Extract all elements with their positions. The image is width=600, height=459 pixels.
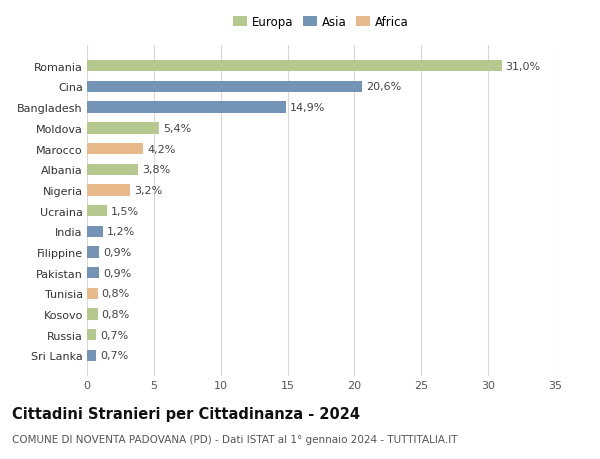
Text: 31,0%: 31,0% [506,62,541,72]
Text: 3,2%: 3,2% [134,185,162,196]
Legend: Europa, Asia, Africa: Europa, Asia, Africa [231,14,411,32]
Text: 0,8%: 0,8% [102,289,130,299]
Text: 14,9%: 14,9% [290,103,326,113]
Text: 4,2%: 4,2% [147,144,176,154]
Bar [87,309,98,320]
Text: Cittadini Stranieri per Cittadinanza - 2024: Cittadini Stranieri per Cittadinanza - 2… [12,406,360,421]
Bar [87,206,107,217]
Bar [87,247,99,258]
Bar [87,330,97,341]
Text: COMUNE DI NOVENTA PADOVANA (PD) - Dati ISTAT al 1° gennaio 2024 - TUTTITALIA.IT: COMUNE DI NOVENTA PADOVANA (PD) - Dati I… [12,434,458,444]
Bar [87,102,286,113]
Bar [87,164,138,175]
Bar [87,350,97,361]
Text: 0,8%: 0,8% [102,309,130,319]
Text: 0,7%: 0,7% [100,351,128,361]
Text: 0,7%: 0,7% [100,330,128,340]
Bar [87,288,98,299]
Bar [87,82,362,93]
Bar [87,226,103,237]
Text: 3,8%: 3,8% [142,165,170,175]
Bar [87,144,143,155]
Text: 0,9%: 0,9% [103,247,131,257]
Text: 0,9%: 0,9% [103,268,131,278]
Bar [87,123,159,134]
Bar [87,268,99,279]
Text: 5,4%: 5,4% [163,123,191,134]
Bar [87,185,130,196]
Bar [87,61,502,72]
Text: 1,5%: 1,5% [111,206,139,216]
Text: 20,6%: 20,6% [367,82,402,92]
Text: 1,2%: 1,2% [107,227,136,237]
